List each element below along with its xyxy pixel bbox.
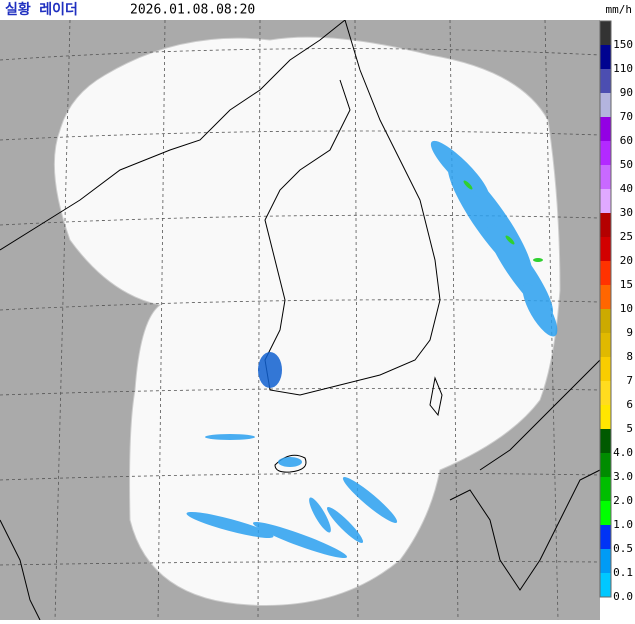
legend-label: 3.0 [613,470,633,483]
legend-swatch [600,261,611,285]
legend-swatch [600,213,611,237]
legend-label: 6 [626,398,633,411]
legend-swatch [600,117,611,141]
legend-label: 25 [620,230,633,243]
legend-label: 60 [620,134,633,147]
lat-lon-grid [0,19,601,621]
timestamp: 2026.01.08.08:20 [130,3,255,18]
radar-coverage [53,36,561,606]
legend-label: 0.0 [613,590,633,603]
legend-label: 0.1 [613,566,633,579]
legend-swatch [600,93,611,117]
legend-swatch [600,21,611,45]
legend-swatch [600,453,611,477]
legend-label: 9 [626,326,633,339]
legend-swatch [600,429,611,453]
legend-swatch [600,573,611,597]
precipitation-echoes [186,140,558,559]
legend-swatch [600,381,611,405]
legend-label: 50 [620,158,633,171]
legend-swatch [600,525,611,549]
legend-label: 5 [626,422,633,435]
legend-swatch [600,285,611,309]
legend-label: 4.0 [613,446,633,459]
legend-label: 1.0 [613,518,633,531]
legend-label: 15 [620,278,633,291]
title: 실황 레이더 [5,1,78,18]
legend-label: 0.5 [613,542,633,555]
legend-label: 90 [620,86,633,99]
legend-swatch [600,549,611,573]
legend-label: 8 [626,350,633,363]
legend-swatch [600,333,611,357]
legend-swatch [600,405,611,429]
radar-map [0,19,601,621]
header-bar [0,0,600,20]
legend-label: 150 [613,38,633,51]
legend-swatch [600,69,611,93]
legend-swatch [600,357,611,381]
legend-label: 30 [620,206,633,219]
legend-swatch [600,309,611,333]
legend-swatch [600,141,611,165]
legend-swatch [600,501,611,525]
legend-label: 2.0 [613,494,633,507]
legend-swatch [600,45,611,69]
legend-label: 20 [620,254,633,267]
legend-swatch [600,189,611,213]
coastline [0,19,601,621]
legend-swatch [600,237,611,261]
legend-frame [599,20,612,598]
legend-swatch [600,165,611,189]
unit: mm/h [606,3,633,16]
moderate-echoes [463,180,543,262]
legend: 150 110 90 70 60 50 40 30 25 20 15 10 9 8 7 6 5 4.0 3.0 2.0… [599,20,633,603]
legend-label: 7 [626,374,633,387]
legend-label: 40 [620,182,633,195]
legend-label: 70 [620,110,633,123]
legend-label: 110 [613,62,633,75]
legend-label: 10 [620,302,633,315]
legend-swatch [600,477,611,501]
